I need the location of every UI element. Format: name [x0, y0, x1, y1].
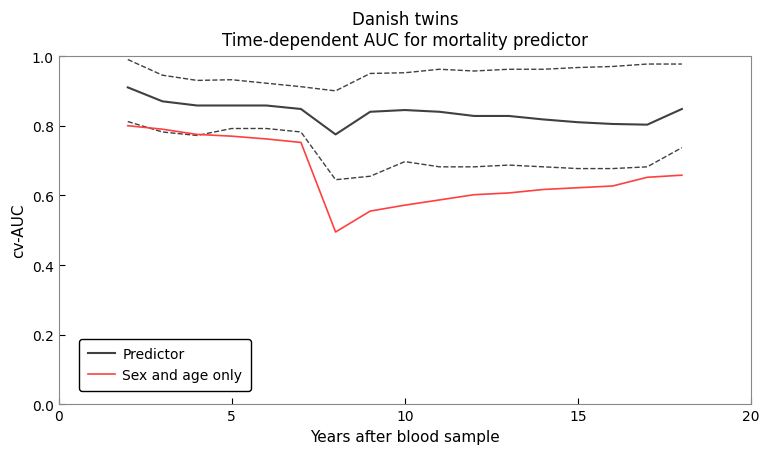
Y-axis label: cv-AUC: cv-AUC	[11, 203, 26, 258]
X-axis label: Years after blood sample: Years after blood sample	[310, 429, 500, 444]
Title: Danish twins
Time-dependent AUC for mortality predictor: Danish twins Time-dependent AUC for mort…	[222, 11, 588, 50]
Legend: Predictor, Sex and age only: Predictor, Sex and age only	[79, 339, 251, 391]
